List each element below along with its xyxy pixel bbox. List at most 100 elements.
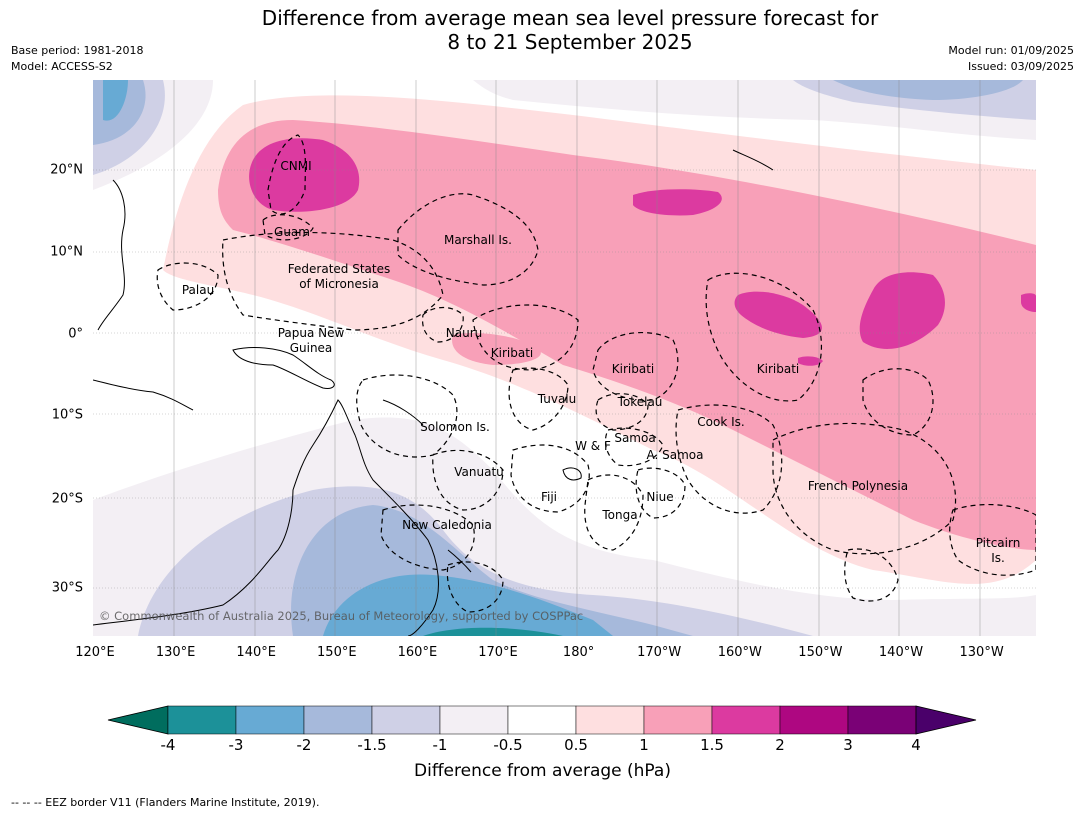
eez-frpoly: [772, 422, 957, 555]
label-tokelau: Tokelau: [617, 395, 663, 409]
new-guinea-coast: [232, 347, 335, 389]
anomaly-core-north: [633, 189, 722, 216]
anomaly-core-east2: [734, 291, 822, 338]
philippines-coast: [97, 179, 126, 331]
colorbar-tick-label: -4: [160, 736, 176, 754]
label-png-line2: Guinea: [289, 341, 333, 355]
colorbar-tick-label: -3: [228, 736, 244, 754]
anomaly-core-east: [859, 272, 945, 349]
eez-tuvalu: [508, 367, 569, 431]
eez-fiji: [510, 444, 590, 513]
eez-footnote: -- -- -- EEZ border V11 (Flanders Marine…: [11, 796, 320, 809]
coastlines: [93, 149, 774, 636]
eez-marshall: [397, 193, 539, 286]
eez-borders: [156, 134, 1036, 613]
label-marshall: Marshall Is.: [444, 233, 512, 247]
x-tick-label: 160°W: [717, 645, 762, 660]
eez-newcal: [380, 504, 475, 571]
colorbar-tick-label: -1.5: [357, 736, 387, 754]
label-solomon: Solomon Is.: [420, 420, 490, 434]
label-newcal: New Caledonia: [402, 518, 492, 532]
australia-coast: [93, 399, 439, 636]
label-cook: Cook Is.: [697, 415, 745, 429]
colorbar-segment: [711, 705, 781, 735]
anomaly-core-small: [798, 356, 823, 366]
colorbar-tick-label: -1: [432, 736, 448, 754]
colorbar-segment: [507, 705, 577, 735]
label-vanuatu: Vanuatu: [454, 465, 504, 479]
eez-kiribati-c: [592, 331, 679, 401]
graticule: [93, 80, 1036, 636]
anomaly-band-north-neg15: [833, 80, 1023, 100]
anomaly-band-pos1: [218, 120, 1036, 550]
eez-kiribati-e: [705, 272, 823, 402]
y-tick-label: 20°N: [50, 162, 83, 178]
colorbar-tick-label: 1.5: [700, 736, 724, 754]
colorbar-segment: [303, 705, 373, 735]
colorbar-extend-high: [915, 705, 977, 735]
label-fsm-line1: Federated States: [287, 262, 391, 276]
colorbar-tick-label: 4: [911, 736, 921, 754]
x-tick-label: 150°W: [798, 645, 843, 660]
label-kiribati-w: Kiribati: [490, 346, 534, 360]
indonesia-coast: [93, 379, 194, 411]
x-tick-label: 130°E: [155, 645, 196, 660]
anomaly-core-cnmi: [249, 138, 360, 212]
eez-tokelau: [595, 393, 649, 431]
x-tick-label: 140°W: [878, 645, 924, 660]
colorbar-segment: [167, 705, 237, 735]
label-pitcairn-line1: Pitcairn: [975, 536, 1021, 550]
eez-cook: [675, 404, 783, 514]
issued-date: Issued: 03/09/2025: [967, 60, 1074, 73]
colorbar-segment: [575, 705, 645, 735]
y-tick-label: 20°S: [51, 491, 83, 507]
colorbar-segment: [235, 705, 305, 735]
colorbar-segment: [643, 705, 713, 735]
label-palau: Palau: [181, 283, 215, 297]
label-frpoly: French Polynesia: [807, 479, 909, 493]
title-line-2: 8 to 21 September 2025: [447, 30, 693, 54]
eez-frpoly-east: [862, 368, 934, 436]
anomaly-band-neg3: [423, 627, 563, 636]
x-tick-label: 150°E: [317, 645, 357, 660]
eez-norfolk: [446, 561, 504, 613]
label-nauru: Nauru: [445, 326, 483, 340]
eez-kiribati-w: [472, 304, 579, 371]
anomaly-band-west-neg2: [103, 80, 128, 121]
title-line-1: Difference from average mean sea level p…: [261, 6, 879, 30]
eez-vanuatu: [432, 449, 504, 511]
eez-palau: [156, 262, 219, 311]
colorbar-tick-label: 2: [775, 736, 785, 754]
colorbar-tick-label: 0.5: [564, 736, 588, 754]
x-tick-label: 170°W: [637, 645, 682, 660]
label-cnmi: CNMI: [280, 159, 312, 173]
meta-right: Model run: 01/09/2025 Issued: 03/09/2025: [948, 43, 1074, 75]
base-period: Base period: 1981-2018: [11, 44, 144, 57]
meta-left: Base period: 1981-2018 Model: ACCESS-S2: [11, 43, 143, 75]
anomaly-core-far-east: [1021, 293, 1036, 312]
pressure-anomaly-map: [93, 80, 1036, 636]
colorbar-segment: [779, 705, 849, 735]
model-run: Model run: 01/09/2025: [948, 44, 1074, 57]
eez-niue: [635, 467, 686, 519]
label-tonga: Tonga: [602, 508, 638, 522]
label-asamoa: A. Samoa: [646, 448, 704, 462]
colorbar: [107, 705, 977, 735]
y-tick-label: 30°S: [51, 580, 83, 596]
colorbar-segment: [439, 705, 509, 735]
label-guam: Guam: [274, 225, 310, 239]
copyright-notice: © Commonwealth of Australia 2025, Bureau…: [99, 609, 584, 623]
colorbar-tick-label: -2: [296, 736, 312, 754]
colorbar-extend-low: [107, 705, 169, 735]
eez-tonga: [584, 474, 644, 551]
colorbar-tick-label: -0.5: [493, 736, 523, 754]
eez-cnmi: [267, 134, 307, 215]
eez-nauru: [421, 306, 464, 343]
label-niue: Niue: [646, 490, 674, 504]
label-tuvalu: Tuvalu: [537, 392, 577, 406]
x-tick-label: 130°W: [959, 645, 1004, 660]
x-tick-label: 180°: [562, 645, 595, 660]
x-tick-label: 120°E: [75, 645, 115, 660]
hawaii-coast: [732, 149, 774, 171]
y-tick-label: 10°N: [50, 244, 83, 260]
